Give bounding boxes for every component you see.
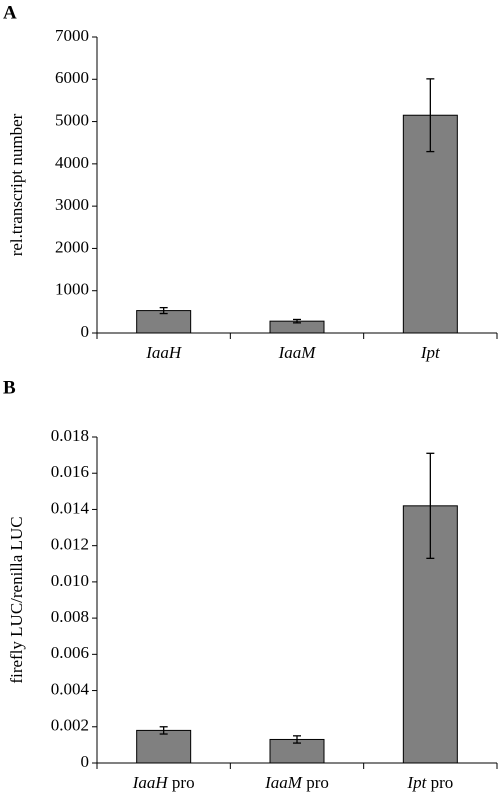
x-tick-label: IaaM pro (264, 773, 329, 792)
y-tick-label: 7000 (55, 26, 89, 45)
bar (402, 114, 458, 334)
x-tick-label: Ipt pro (406, 773, 453, 792)
error-bar (293, 735, 301, 744)
error-bar (159, 726, 168, 735)
error-bar (426, 452, 435, 559)
y-tick-label: 0.014 (51, 498, 90, 517)
error-bar (159, 306, 168, 315)
x-tick-label: Ipt (420, 343, 441, 362)
y-axis-label: rel.transcript number (7, 113, 26, 256)
bar (136, 729, 192, 764)
y-tick-label: 0.006 (51, 643, 89, 662)
y-tick-label: 0.012 (51, 535, 89, 554)
y-tick-label: 4000 (55, 153, 89, 172)
y-tick-label: 0.018 (51, 426, 89, 445)
y-tick-label: 0.004 (51, 679, 90, 698)
y-tick-label: 1000 (55, 280, 89, 299)
panel-label: B (3, 377, 16, 398)
y-axis-label: firefly LUC/renilla LUC (7, 516, 26, 683)
y-tick-label: 0 (81, 752, 90, 771)
y-tick-label: 0.016 (51, 462, 89, 481)
y-tick-label: 0.008 (51, 607, 89, 626)
panel-label: A (3, 2, 17, 23)
y-tick-label: 5000 (55, 110, 89, 129)
error-bar (293, 318, 301, 324)
y-tick-label: 0.010 (51, 571, 89, 590)
y-tick-label: 6000 (55, 68, 89, 87)
x-tick-label: IaaH (145, 343, 183, 362)
y-tick-label: 0 (81, 322, 90, 341)
y-tick-label: 2000 (55, 237, 89, 256)
x-tick-label: IaaH pro (132, 773, 195, 792)
y-tick-label: 3000 (55, 195, 89, 214)
error-bar (426, 78, 435, 153)
y-tick-label: 0.002 (51, 716, 89, 735)
x-tick-label: IaaM (278, 343, 317, 362)
